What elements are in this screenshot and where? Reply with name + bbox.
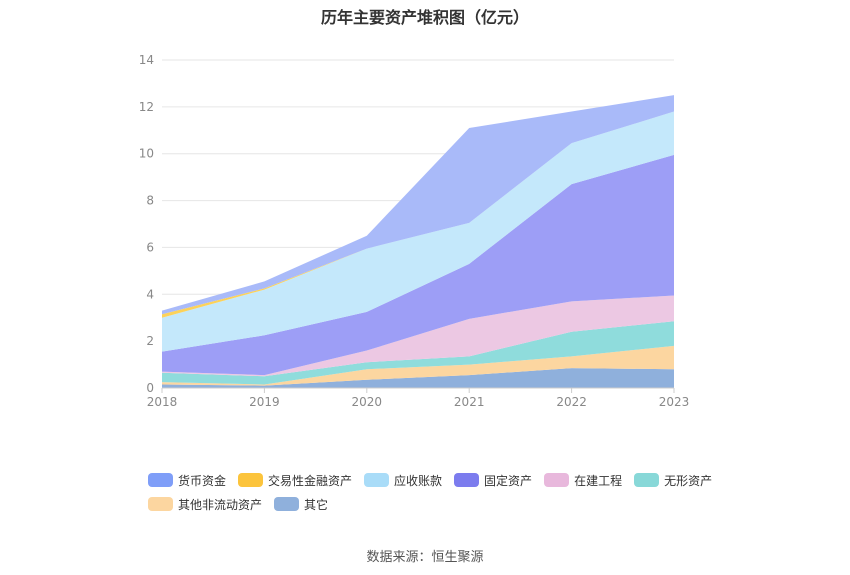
legend-item[interactable]: 在建工程	[544, 472, 622, 488]
area-series-1	[162, 345, 674, 386]
x-tick-label: 2020	[352, 395, 383, 409]
y-tick-label: 8	[146, 194, 154, 208]
legend-item[interactable]: 固定资产	[454, 472, 532, 488]
area-series-3	[162, 295, 674, 377]
legend-label: 其他非流动资产	[178, 497, 263, 512]
chart-legend: 货币资金 交易性金融资产 应收账款 固定资产 在建工程 无形资产其他非流动资产 其它	[148, 472, 738, 512]
x-tick-label: 2023	[659, 395, 690, 409]
area-series-2	[162, 321, 674, 385]
legend-item[interactable]: 货币资金	[148, 472, 226, 488]
legend-item[interactable]: 其他非流动资产	[148, 496, 262, 512]
y-tick-label: 6	[146, 240, 154, 254]
legend-label: 固定资产	[484, 473, 533, 488]
legend-swatch	[544, 473, 570, 487]
x-tick-label: 2019	[249, 395, 280, 409]
legend-swatch	[454, 473, 480, 487]
legend-swatch	[274, 497, 300, 511]
legend-label: 无形资产	[664, 473, 713, 488]
legend-item[interactable]: 其它	[274, 496, 328, 512]
legend-swatch	[364, 473, 390, 487]
y-tick-label: 4	[146, 287, 154, 301]
x-tick-label: 2022	[556, 395, 587, 409]
legend-label: 其它	[304, 497, 329, 512]
area-series-7	[162, 95, 674, 315]
chart-title: 历年主要资产堆积图（亿元）	[320, 8, 529, 27]
y-tick-label: 12	[139, 100, 154, 114]
legend-swatch	[634, 473, 660, 487]
y-tick-label: 14	[139, 53, 154, 67]
legend-item[interactable]: 应收账款	[364, 472, 442, 488]
legend-label: 货币资金	[178, 473, 227, 488]
legend-swatch	[238, 473, 264, 487]
x-tick-label: 2021	[454, 395, 485, 409]
legend-label: 在建工程	[574, 473, 623, 488]
y-tick-label: 0	[146, 381, 154, 395]
legend-swatch	[148, 497, 173, 511]
x-tick-label: 2018	[147, 395, 178, 409]
legend-item[interactable]: 交易性金融资产	[238, 472, 352, 488]
area-series-4	[162, 154, 674, 376]
area-series-0	[162, 368, 674, 388]
legend-label: 交易性金融资产	[268, 473, 353, 488]
y-tick-label: 2	[146, 334, 154, 348]
data-source-note: 数据来源：恒生聚源	[366, 550, 484, 565]
legend-label: 应收账款	[394, 473, 443, 488]
y-tick-label: 10	[139, 147, 154, 161]
legend-item[interactable]: 无形资产	[634, 472, 712, 488]
area-series-5	[162, 111, 674, 352]
legend-swatch	[148, 473, 173, 487]
